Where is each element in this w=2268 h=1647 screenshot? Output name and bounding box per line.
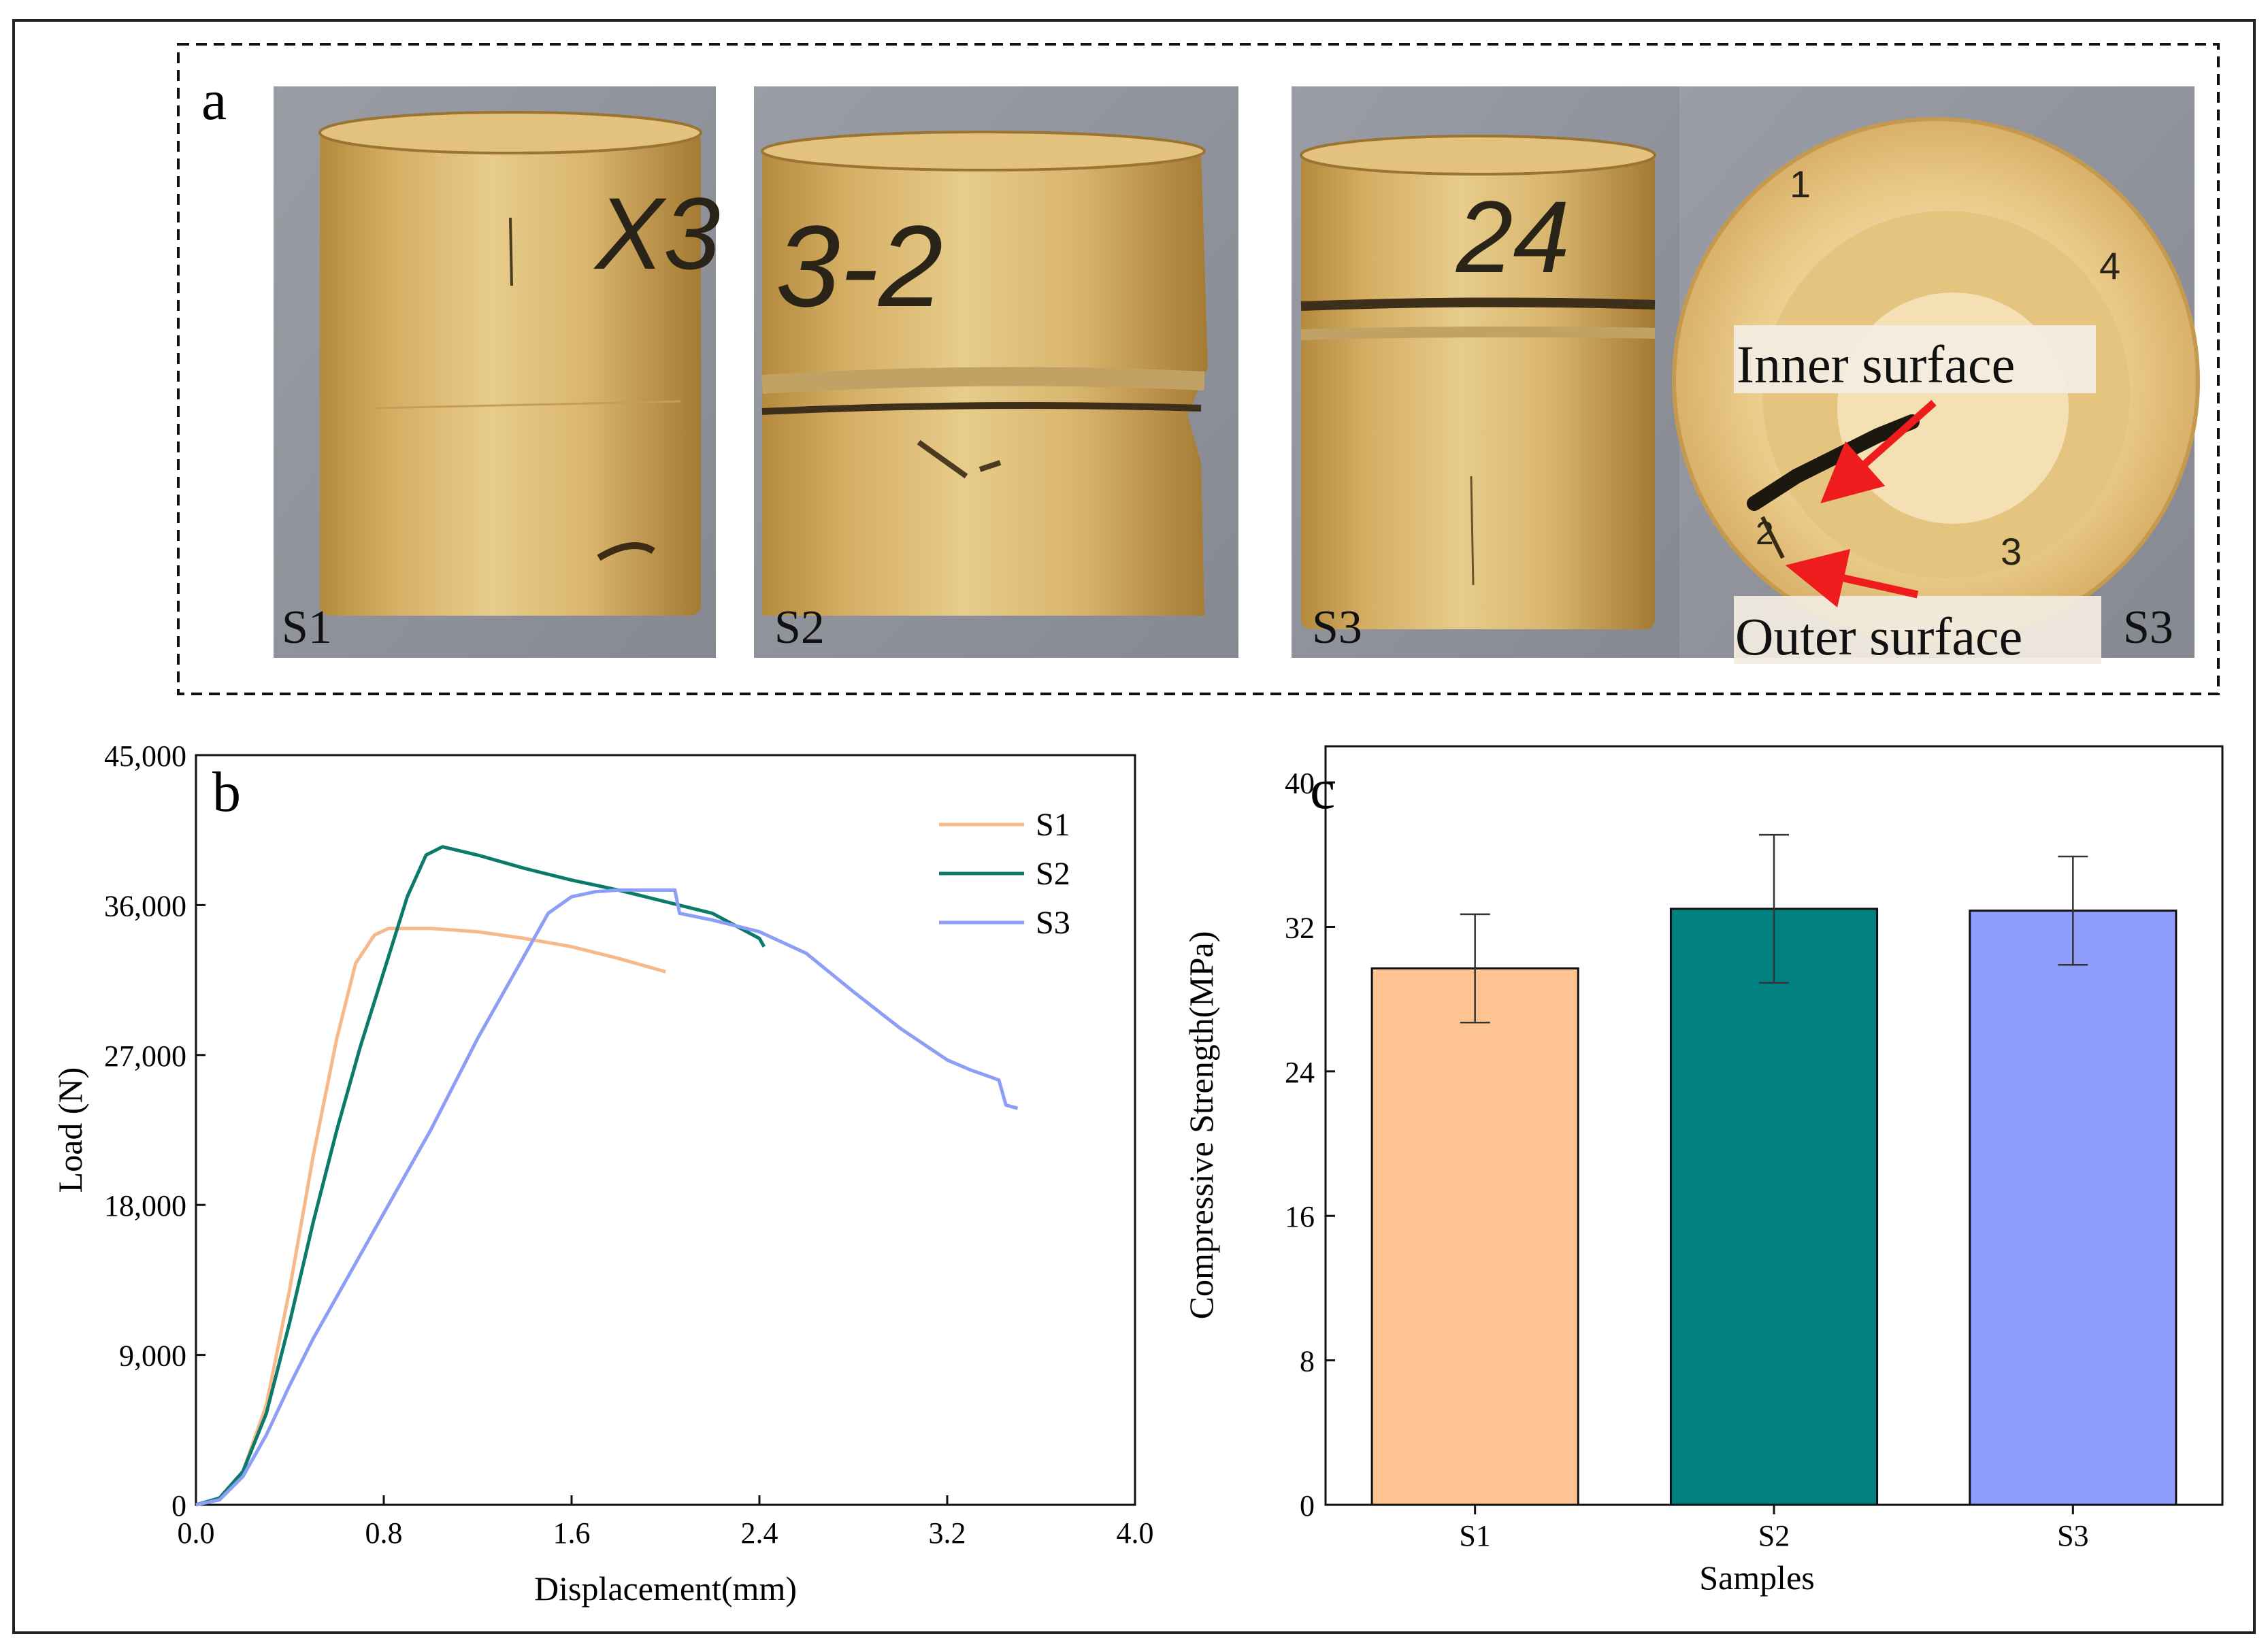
outer-surface-label: Outer surface xyxy=(1735,607,2022,666)
x-tick-label: S1 xyxy=(1459,1519,1490,1552)
y-tick-label: 0 xyxy=(1300,1489,1315,1523)
legend-label-s3: S3 xyxy=(1036,905,1070,941)
series-line-s3 xyxy=(195,888,1019,1507)
y-tick-label: 45,000 xyxy=(104,739,186,773)
photo-s3-top: 1 4 3 2 Inner surface Outer surface S3 xyxy=(1672,86,2200,666)
x-tick-label: 0.8 xyxy=(365,1516,403,1550)
x-tick-label: 1.6 xyxy=(553,1516,591,1550)
panel-a-letter: a xyxy=(201,69,227,132)
panel-b: 0 9,000 18,000 27,000 36,000 45,000 0.0 0.8 1.6… xyxy=(51,739,1154,1608)
chart-c-bars xyxy=(1370,833,2177,1506)
chart-c-xlabel: Samples xyxy=(1699,1559,1814,1597)
chart-b-legend: S1 S2 S3 xyxy=(939,807,1070,941)
chart-b-plot-frame xyxy=(195,754,1136,1506)
inner-surface-arrow xyxy=(1820,399,1937,503)
bar-s3 xyxy=(1969,910,2177,1506)
photo-s3-side: 24 S3 xyxy=(1292,86,1679,658)
ring-marking-3: 3 xyxy=(2001,530,2022,573)
marking-x3: X3 xyxy=(593,176,720,290)
legend-label-s1: S1 xyxy=(1036,807,1070,843)
y-tick-label: 0 xyxy=(171,1489,186,1523)
panel-a: a X3 S1 3-2 S2 xyxy=(177,43,2220,695)
chart-c-y-axis: 0 8 16 24 32 40 xyxy=(1285,767,1335,1523)
x-tick-label: S3 xyxy=(2057,1519,2088,1552)
photo-label-s3-top: S3 xyxy=(2123,601,2173,654)
y-tick-label: 40 xyxy=(1285,767,1315,800)
outer-surface-arrow xyxy=(1785,548,1919,608)
bar-s2 xyxy=(1669,908,1879,1506)
chart-b-y-axis: 0 9,000 18,000 27,000 36,000 45,000 xyxy=(104,739,206,1523)
bamboo-cylinder-s3 xyxy=(1301,153,1655,629)
x-tick-label: S2 xyxy=(1758,1519,1790,1552)
photo-label-s3-side: S3 xyxy=(1312,601,1362,654)
y-tick-label: 27,000 xyxy=(104,1039,186,1073)
bar-s1 xyxy=(1370,967,1579,1506)
marking-24: 24 xyxy=(1456,180,1570,294)
panel-c: 0 8 16 24 32 40 S1 S2 S3 c Samples Compressive … xyxy=(1182,745,2224,1597)
photo-s1: X3 S1 xyxy=(274,86,720,658)
panel-b-letter: b xyxy=(212,761,241,824)
x-tick-label: 0.0 xyxy=(178,1516,215,1550)
inner-surface-label-box xyxy=(1734,325,2096,393)
ring-marking-1: 1 xyxy=(1790,163,1811,205)
x-tick-label: 2.4 xyxy=(741,1516,778,1550)
photo-s2: 3-2 S2 xyxy=(754,86,1238,658)
chart-b-series xyxy=(195,845,1019,1507)
chart-b-xlabel: Displacement(mm) xyxy=(534,1569,797,1608)
y-tick-label: 9,000 xyxy=(119,1340,186,1373)
figure-frame xyxy=(12,19,2256,1634)
legend-label-s2: S2 xyxy=(1036,856,1070,892)
photo-label-s1: S1 xyxy=(282,601,332,654)
inner-surface-label: Inner surface xyxy=(1737,335,2015,394)
chart-b-ylabel: Load (N) xyxy=(51,1067,89,1193)
y-tick-label: 24 xyxy=(1285,1056,1315,1089)
y-tick-label: 32 xyxy=(1285,911,1315,944)
y-tick-label: 18,000 xyxy=(104,1189,186,1222)
bamboo-cylinder-s1 xyxy=(320,129,701,616)
y-tick-label: 8 xyxy=(1300,1345,1315,1378)
panel-c-letter: c xyxy=(1310,758,1335,821)
y-tick-label: 16 xyxy=(1285,1200,1315,1233)
marking-3-2: 3-2 xyxy=(776,202,943,331)
ring-marking-2: 2 xyxy=(1756,516,1774,552)
x-tick-label: 3.2 xyxy=(929,1516,966,1550)
ring-marking-4: 4 xyxy=(2099,244,2120,287)
series-line-s2 xyxy=(195,845,766,1507)
y-tick-label: 36,000 xyxy=(104,889,186,922)
chart-b-x-axis: 0.0 0.8 1.6 2.4 3.2 4.0 xyxy=(178,1495,1154,1550)
chart-c-ylabel: Compressive Strength(MPa) xyxy=(1182,931,1220,1320)
x-tick-label: 4.0 xyxy=(1117,1516,1154,1550)
photo-label-s2: S2 xyxy=(774,601,825,654)
series-line-s1 xyxy=(195,927,666,1507)
chart-c-x-axis: S1 S2 S3 xyxy=(1459,1505,2089,1552)
